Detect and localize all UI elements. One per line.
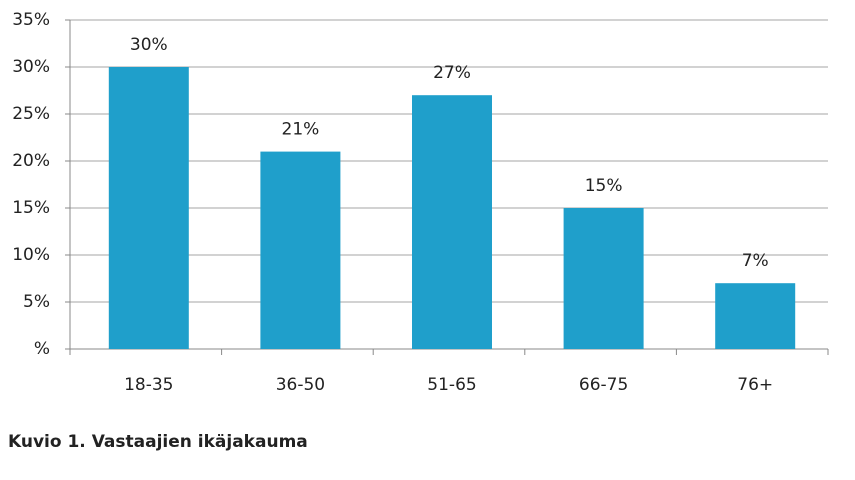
x-tick-label: 66-75: [579, 375, 628, 395]
value-label: 30%: [130, 35, 168, 55]
x-tick-label: 36-50: [276, 375, 325, 395]
value-label: 15%: [585, 176, 623, 196]
y-tick-label: 30%: [12, 57, 50, 77]
bar: [563, 208, 644, 349]
value-label: 27%: [433, 63, 471, 83]
x-tick-label: 51-65: [427, 375, 476, 395]
y-tick-label: 15%: [12, 198, 50, 218]
bar: [108, 67, 189, 349]
y-tick-label: 25%: [12, 104, 50, 124]
bar: [715, 283, 796, 349]
y-tick-label: %: [34, 339, 50, 359]
x-tick-label: 18-35: [124, 375, 173, 395]
y-tick-label: 5%: [23, 292, 50, 312]
x-tick-label: 76+: [737, 375, 773, 395]
bar: [260, 151, 341, 349]
y-tick-label: 20%: [12, 151, 50, 171]
value-label: 7%: [742, 251, 769, 271]
chart-title: Kuvio 1. Vastaajien ikäjakauma: [8, 432, 308, 452]
bar: [412, 95, 492, 349]
y-tick-label: 10%: [12, 245, 50, 265]
value-label: 21%: [282, 120, 320, 140]
y-tick-label: 35%: [12, 10, 50, 30]
